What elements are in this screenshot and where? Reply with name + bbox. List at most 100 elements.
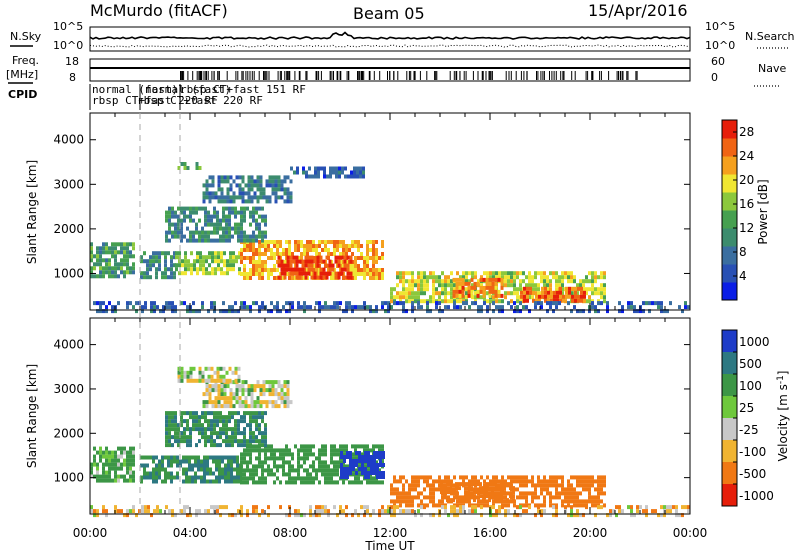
heatmap-cell: [318, 509, 321, 514]
heatmap-cell: [243, 468, 246, 473]
heatmap-cell: [252, 448, 255, 453]
heatmap-cell: [286, 400, 290, 405]
heatmap-cell: [462, 505, 465, 510]
heatmap-cell: [455, 482, 458, 487]
heatmap-cell: [265, 400, 269, 405]
heatmap-cell: [335, 174, 338, 179]
heatmap-cell: [93, 458, 96, 463]
heatmap-cell: [277, 255, 281, 260]
heatmap-cell: [207, 230, 210, 235]
heatmap-cell: [241, 187, 245, 192]
heatmap-cell: [353, 174, 356, 179]
heatmap-cell: [354, 476, 357, 481]
heatmap-cell: [342, 444, 345, 449]
heatmap-cell: [225, 234, 228, 239]
heatmap-cell: [336, 464, 339, 469]
heatmap-cell: [600, 271, 603, 276]
heatmap-cell: [387, 509, 390, 514]
heatmap-cell: [324, 505, 327, 510]
heatmap-cell: [366, 244, 369, 248]
heatmap-cell: [387, 505, 390, 510]
x-tick-label: 04:00: [173, 526, 208, 540]
heatmap-cell: [195, 226, 198, 231]
heatmap-cell: [483, 271, 486, 276]
heatmap-cell: [591, 271, 594, 276]
heatmap-cell: [379, 459, 382, 463]
heatmap-cell: [225, 427, 228, 432]
heatmap-cell: [234, 301, 237, 306]
heatmap-cell: [170, 267, 173, 272]
heatmap-cell: [552, 301, 555, 306]
heatmap-cell: [501, 309, 504, 314]
heatmap-cell: [336, 244, 339, 248]
heatmap-cell: [573, 503, 576, 508]
heatmap-cell: [574, 294, 577, 299]
heatmap-cell: [222, 238, 225, 243]
heatmap-cell: [405, 479, 408, 484]
heatmap-cell: [330, 305, 333, 310]
heatmap-cell: [303, 252, 306, 256]
heatmap-cell: [209, 471, 212, 476]
heatmap-cell: [315, 468, 318, 473]
heatmap-cell: [240, 419, 243, 424]
heatmap-cell: [270, 256, 273, 260]
heatmap-cell: [228, 238, 231, 243]
heatmap-cell: [474, 475, 477, 480]
heatmap-cell: [306, 456, 309, 461]
heatmap-cell: [663, 309, 666, 314]
heatmap-cell: [300, 252, 303, 256]
heatmap-cell: [216, 214, 219, 219]
heatmap-cell: [455, 494, 458, 499]
heatmap-cell: [129, 254, 132, 259]
cpid-line1-c: rbsp CT+fast 151 RF: [180, 83, 306, 96]
heatmap-cell: [435, 305, 438, 310]
heatmap-cell: [264, 431, 267, 436]
heatmap-cell: [271, 384, 275, 389]
heatmap-cell: [295, 263, 299, 268]
heatmap-cell: [446, 486, 449, 491]
heatmap-cell: [217, 195, 221, 200]
heatmap-cell: [582, 487, 585, 492]
heatmap-cell: [222, 366, 226, 371]
heatmap-cell: [429, 275, 432, 280]
heatmap-cell: [135, 309, 138, 314]
heatmap-cell: [318, 505, 321, 510]
heatmap-cell: [417, 305, 420, 310]
heatmap-cell: [195, 509, 198, 514]
heatmap-cell: [108, 246, 111, 251]
heatmap-cell: [519, 271, 522, 276]
heatmap-cell: [594, 513, 597, 518]
heatmap-cell: [570, 491, 573, 496]
heatmap-cell: [224, 479, 227, 484]
heatmap-cell: [660, 505, 663, 510]
heatmap-cell: [280, 183, 284, 188]
heatmap-cell: [223, 384, 227, 389]
heatmap-cell: [105, 462, 108, 467]
heatmap-cell: [435, 301, 438, 306]
heatmap-cell: [194, 479, 197, 484]
heatmap-cell: [102, 505, 105, 510]
heatmap-cell: [480, 283, 483, 288]
heatmap-cell: [267, 272, 270, 276]
heatmap-cell: [510, 275, 513, 280]
heatmap-cell: [264, 234, 267, 239]
heatmap-cell: [192, 218, 195, 223]
heatmap-cell: [238, 255, 241, 260]
heatmap-cell: [280, 388, 284, 393]
heatmap-cell: [492, 475, 495, 480]
heatmap-cell: [417, 503, 420, 508]
freq-label-2: [MHz]: [6, 68, 38, 81]
heatmap-cell: [507, 503, 510, 508]
heatmap-cell: [288, 252, 291, 256]
heatmap-cell: [253, 388, 257, 393]
heatmap-cell: [338, 174, 341, 179]
heatmap-cell: [417, 291, 420, 296]
heatmap-cell: [228, 206, 231, 211]
heatmap-cell: [117, 262, 120, 267]
heatmap-cell: [123, 270, 126, 275]
heatmap-cell: [555, 301, 558, 306]
heatmap-cell: [583, 290, 586, 295]
heatmap-cell: [585, 505, 588, 510]
heatmap-cell: [369, 513, 372, 518]
heatmap-cell: [129, 478, 132, 483]
